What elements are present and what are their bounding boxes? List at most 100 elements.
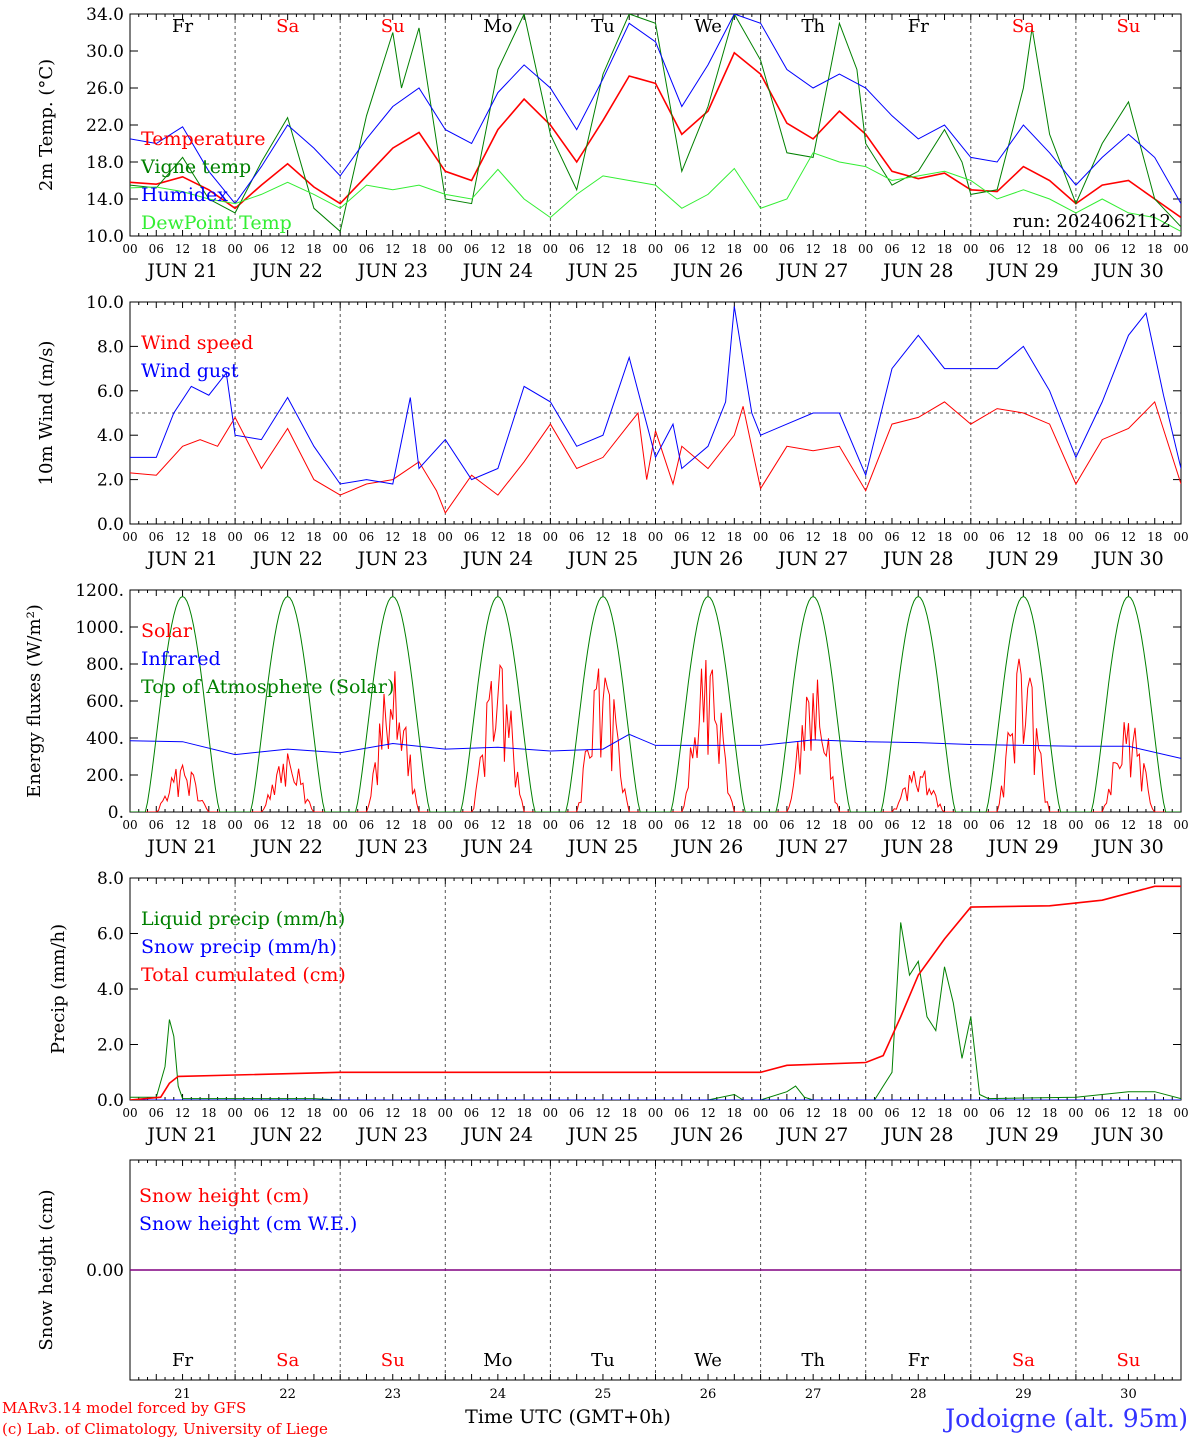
weekday-label: Fr	[908, 1350, 929, 1371]
hour-tick-label: 18	[727, 242, 742, 256]
date-label: JUN 29	[986, 836, 1058, 858]
date-label: JUN 26	[671, 836, 743, 858]
hour-tick-label: 06	[884, 818, 899, 832]
weekday-label: Tu	[591, 1350, 615, 1371]
hour-tick-label: 06	[884, 242, 899, 256]
hour-tick-label: 06	[989, 1106, 1004, 1120]
hour-tick-label: 00	[227, 818, 242, 832]
y-tick-label: 8.0	[97, 337, 124, 357]
weekday-label: Sa	[1012, 1350, 1035, 1371]
date-label: JUN 21	[145, 260, 217, 282]
y-tick-label: 4.0	[97, 980, 124, 1000]
hour-tick-label: 12	[385, 818, 400, 832]
y-tick-label: 800.	[86, 655, 124, 675]
hour-tick-label: 12	[175, 1106, 190, 1120]
date-label: JUN 24	[461, 836, 533, 858]
weekday-label: Fr	[172, 16, 193, 37]
hour-tick-label: 06	[569, 1106, 584, 1120]
panel-3: 00 06 12 18 JUN 21 00 06 12 18 JUN 22 00 06 12 18 JUN …	[24, 581, 1189, 858]
hour-tick-label: 12	[280, 1106, 295, 1120]
hour-tick-label: 06	[569, 242, 584, 256]
hour-tick-label: 06	[989, 242, 1004, 256]
date-label: JUN 24	[461, 1124, 533, 1146]
panel-4: 00 06 12 18 JUN 21 00 06 12 18 JUN 22 00 06 12 18 JUN …	[48, 869, 1189, 1146]
y-tick-label: 2.0	[97, 1036, 124, 1056]
hour-tick-label: 18	[622, 530, 637, 544]
hour-tick-label: 00	[648, 818, 663, 832]
y-tick-label: 0.	[108, 803, 124, 823]
hour-tick-label: 18	[832, 530, 847, 544]
weekday-label: Su	[381, 1350, 405, 1371]
hour-tick-label: 00	[648, 530, 663, 544]
y-tick-label: 18.0	[86, 153, 124, 173]
hour-tick-label: 00	[648, 1106, 663, 1120]
hour-tick-label: 18	[516, 818, 531, 832]
hour-tick-label: 18	[1042, 818, 1057, 832]
hour-tick-label: 06	[149, 1106, 164, 1120]
hour-tick-label: 12	[595, 530, 610, 544]
y-tick-label: 1000.	[75, 618, 124, 638]
hour-tick-label: 00	[963, 530, 978, 544]
hour-tick-label: 18	[411, 242, 426, 256]
hour-tick-label: 06	[989, 818, 1004, 832]
series-humidex	[130, 14, 1181, 205]
y-tick-label: 26.0	[86, 79, 124, 99]
hour-tick-label: 12	[490, 1106, 505, 1120]
hour-tick-label: 12	[595, 1106, 610, 1120]
hour-tick-label: 00	[438, 818, 453, 832]
hour-tick-label: 00	[333, 1106, 348, 1120]
hour-tick-label: 12	[700, 818, 715, 832]
hour-tick-label: 18	[411, 1106, 426, 1120]
weekday-label: Th	[801, 1350, 825, 1371]
hour-tick-label: 12	[806, 1106, 821, 1120]
y-tick-label: 4.0	[97, 426, 124, 446]
y-tick-label: 2.0	[97, 471, 124, 491]
y-tick-label: 10.0	[86, 227, 124, 247]
hour-tick-label: 00	[858, 1106, 873, 1120]
day-number-label: 29	[1015, 1387, 1032, 1402]
hour-tick-label: 00	[333, 242, 348, 256]
legend-dewpoint-temp: DewPoint Temp	[141, 212, 292, 234]
weekday-label: Mo	[483, 16, 512, 37]
hour-tick-label: 12	[700, 530, 715, 544]
hour-tick-label: 18	[937, 530, 952, 544]
legend-liquid-precip-mm-h-: Liquid precip (mm/h)	[141, 908, 345, 930]
weekday-label: Fr	[908, 16, 929, 37]
hour-tick-label: 00	[122, 530, 137, 544]
series-total-cumulated-cm-	[130, 885, 1181, 1100]
legend-temperature: Temperature	[141, 128, 265, 150]
series-vigne-temp	[130, 14, 1181, 233]
weekday-label: Su	[1116, 16, 1140, 37]
hour-tick-label: 00	[333, 818, 348, 832]
hour-tick-label: 12	[490, 242, 505, 256]
hour-tick-label: 00	[1068, 242, 1083, 256]
day-number-label: 21	[174, 1387, 191, 1402]
hour-tick-label: 12	[700, 1106, 715, 1120]
y-tick-label: 600.	[86, 692, 124, 712]
hour-tick-label: 00	[227, 530, 242, 544]
date-label: JUN 27	[776, 836, 848, 858]
hour-tick-label: 12	[1016, 242, 1031, 256]
date-label: JUN 28	[881, 260, 953, 282]
hour-tick-label: 06	[149, 530, 164, 544]
hour-tick-label: 00	[858, 818, 873, 832]
hour-tick-label: 06	[149, 242, 164, 256]
hour-tick-label: 06	[254, 1106, 269, 1120]
hour-tick-label: 18	[727, 1106, 742, 1120]
hour-tick-label: 00	[543, 818, 558, 832]
weekday-label: We	[694, 16, 722, 37]
series-solar	[130, 658, 1181, 812]
weekday-label: Sa	[276, 16, 299, 37]
hour-tick-label: 00	[543, 242, 558, 256]
hour-tick-label: 06	[359, 242, 374, 256]
y-tick-label: 14.0	[86, 190, 124, 210]
hour-tick-label: 18	[201, 242, 216, 256]
hour-tick-label: 06	[674, 530, 689, 544]
hour-tick-label: 00	[1173, 530, 1188, 544]
hour-tick-label: 06	[569, 818, 584, 832]
hour-tick-label: 18	[937, 242, 952, 256]
legend-wind-speed: Wind speed	[141, 332, 253, 354]
day-number-label: 24	[490, 1387, 507, 1402]
hour-tick-label: 06	[254, 242, 269, 256]
legend-snow-height-cm-w-e-: Snow height (cm W.E.)	[139, 1213, 357, 1235]
